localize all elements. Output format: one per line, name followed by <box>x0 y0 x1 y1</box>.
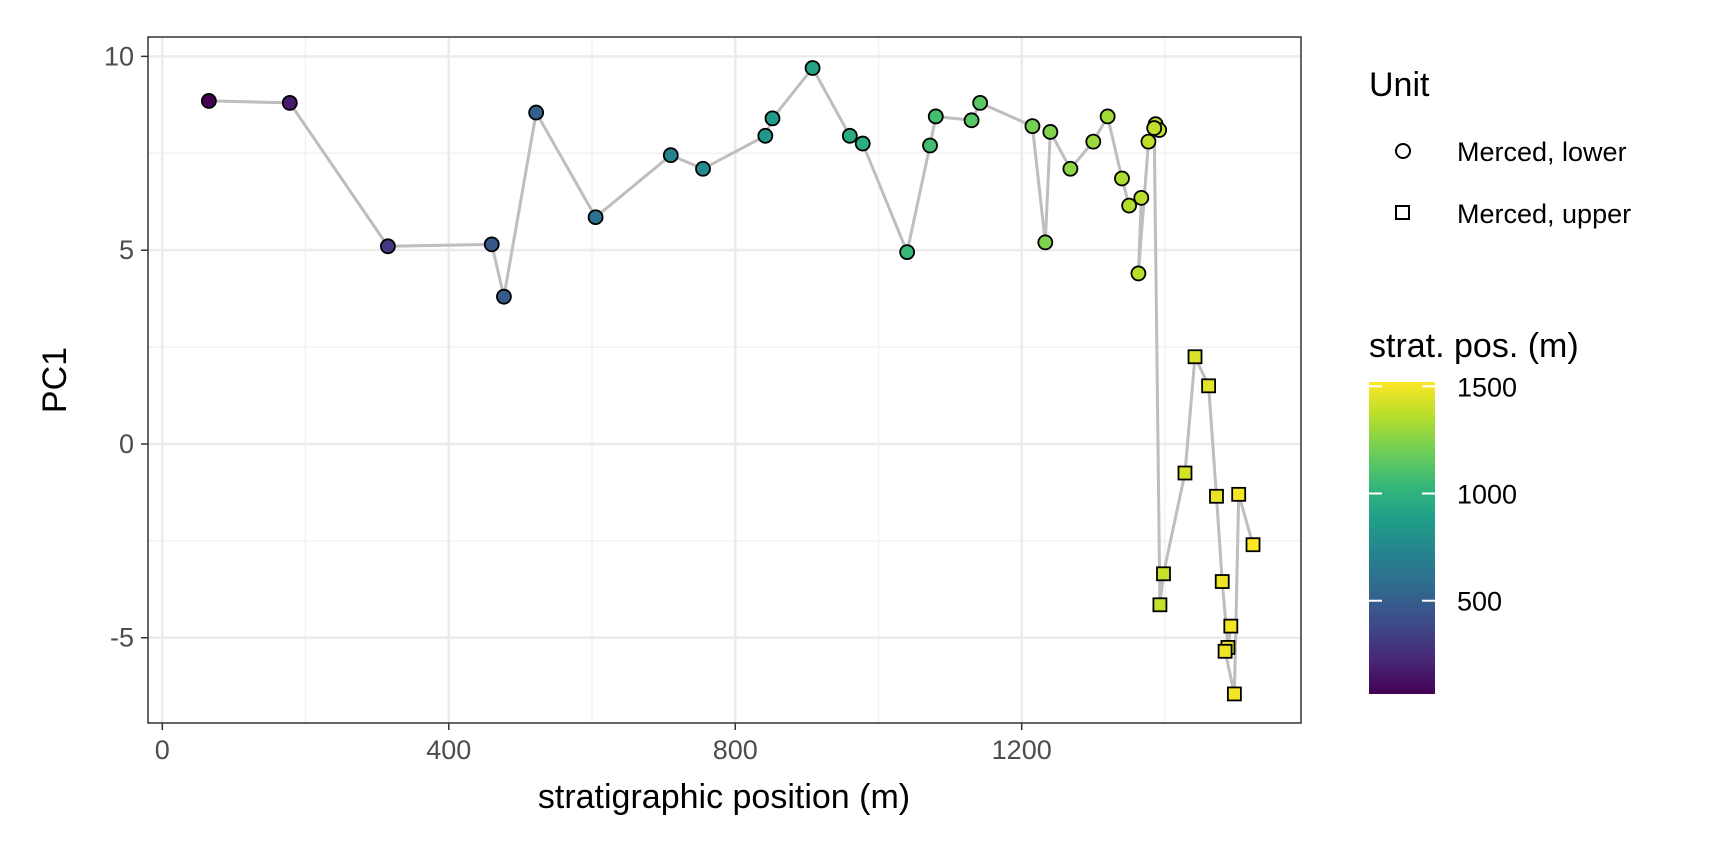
x-tick-label: 800 <box>713 735 758 765</box>
data-point-square <box>1209 488 1224 504</box>
data-point-circle <box>528 104 545 121</box>
colorbar-tick-label: 1500 <box>1457 372 1517 402</box>
grid-major <box>148 37 1301 723</box>
data-point-circle <box>1133 189 1150 206</box>
legend-color-title: strat. pos. (m) <box>1369 327 1579 365</box>
data-point-circle <box>854 135 871 152</box>
y-tick-label: 0 <box>119 429 134 459</box>
data-point-circle <box>1085 133 1102 150</box>
data-point-circle <box>380 238 396 255</box>
data-point-circle <box>1062 160 1079 177</box>
y-tick-label: 5 <box>119 235 134 265</box>
data-point-circle <box>1037 234 1054 251</box>
data-point-circle <box>496 288 512 305</box>
plot-border <box>147 36 1302 724</box>
data-point-circle <box>281 94 298 111</box>
colorbar-tick-label: 500 <box>1457 587 1502 617</box>
legend: Unit Merced, lower Merced, upper strat. … <box>1369 66 1631 694</box>
data-point-square <box>1217 643 1233 659</box>
data-point-circle <box>1146 120 1163 136</box>
data-point-circle <box>1024 118 1041 135</box>
data-point-circle <box>804 60 821 76</box>
data-point-circle <box>1130 265 1147 282</box>
data-points <box>200 60 1261 702</box>
y-tick-label: 10 <box>104 41 134 71</box>
data-point-square <box>1223 618 1239 634</box>
colorbar-tick-label: 1000 <box>1457 480 1517 510</box>
data-point-circle <box>1042 124 1059 140</box>
grid-minor <box>148 37 1301 723</box>
data-point-circle <box>972 94 989 111</box>
data-point-circle <box>922 137 938 154</box>
y-tick-label: -5 <box>110 623 134 653</box>
x-tick-label: 0 <box>155 735 170 765</box>
data-point-square <box>1156 566 1171 582</box>
y-axis: -5 0 5 10 <box>104 41 148 653</box>
data-point-circle <box>841 127 858 144</box>
data-point-circle <box>1140 133 1157 150</box>
x-tick-label: 400 <box>426 735 471 765</box>
data-point-square <box>1226 686 1242 702</box>
legend-label-lower: Merced, lower <box>1457 137 1627 167</box>
y-axis-title: PC1 <box>36 347 74 413</box>
data-point-circle <box>1099 108 1116 125</box>
legend-circle-key <box>1395 143 1411 159</box>
connecting-line <box>208 66 1255 696</box>
legend-shape-title: Unit <box>1369 66 1430 104</box>
data-point-circle <box>1114 170 1130 187</box>
data-point-circle <box>1121 197 1138 214</box>
colorbar <box>1369 382 1435 694</box>
legend-square-key <box>1395 205 1410 220</box>
data-point-circle <box>483 236 500 253</box>
data-point-square <box>1214 574 1230 589</box>
data-point-square <box>1201 378 1217 394</box>
data-point-circle <box>587 209 604 226</box>
plot-panel <box>148 37 1301 723</box>
data-point-circle <box>695 160 711 177</box>
colorbar-ticks: 500 1000 1500 <box>1369 372 1517 617</box>
data-point-square <box>1177 465 1193 481</box>
data-point-square <box>1231 486 1247 502</box>
series-line <box>208 66 1255 696</box>
data-point-circle <box>662 147 679 164</box>
x-axis: 0 400 800 1200 <box>155 723 1052 765</box>
data-point-square <box>1152 597 1168 613</box>
data-point-square <box>1245 537 1261 553</box>
data-point-circle <box>963 112 980 129</box>
x-axis-title: stratigraphic position (m) <box>538 778 910 816</box>
data-point-square <box>1187 349 1203 365</box>
data-point-circle <box>927 108 944 125</box>
data-point-circle <box>899 244 916 261</box>
data-point-circle <box>764 110 781 127</box>
x-tick-label: 1200 <box>992 735 1052 765</box>
data-point-circle <box>757 127 774 144</box>
data-point-circle <box>200 93 217 109</box>
legend-label-upper: Merced, upper <box>1457 199 1631 229</box>
